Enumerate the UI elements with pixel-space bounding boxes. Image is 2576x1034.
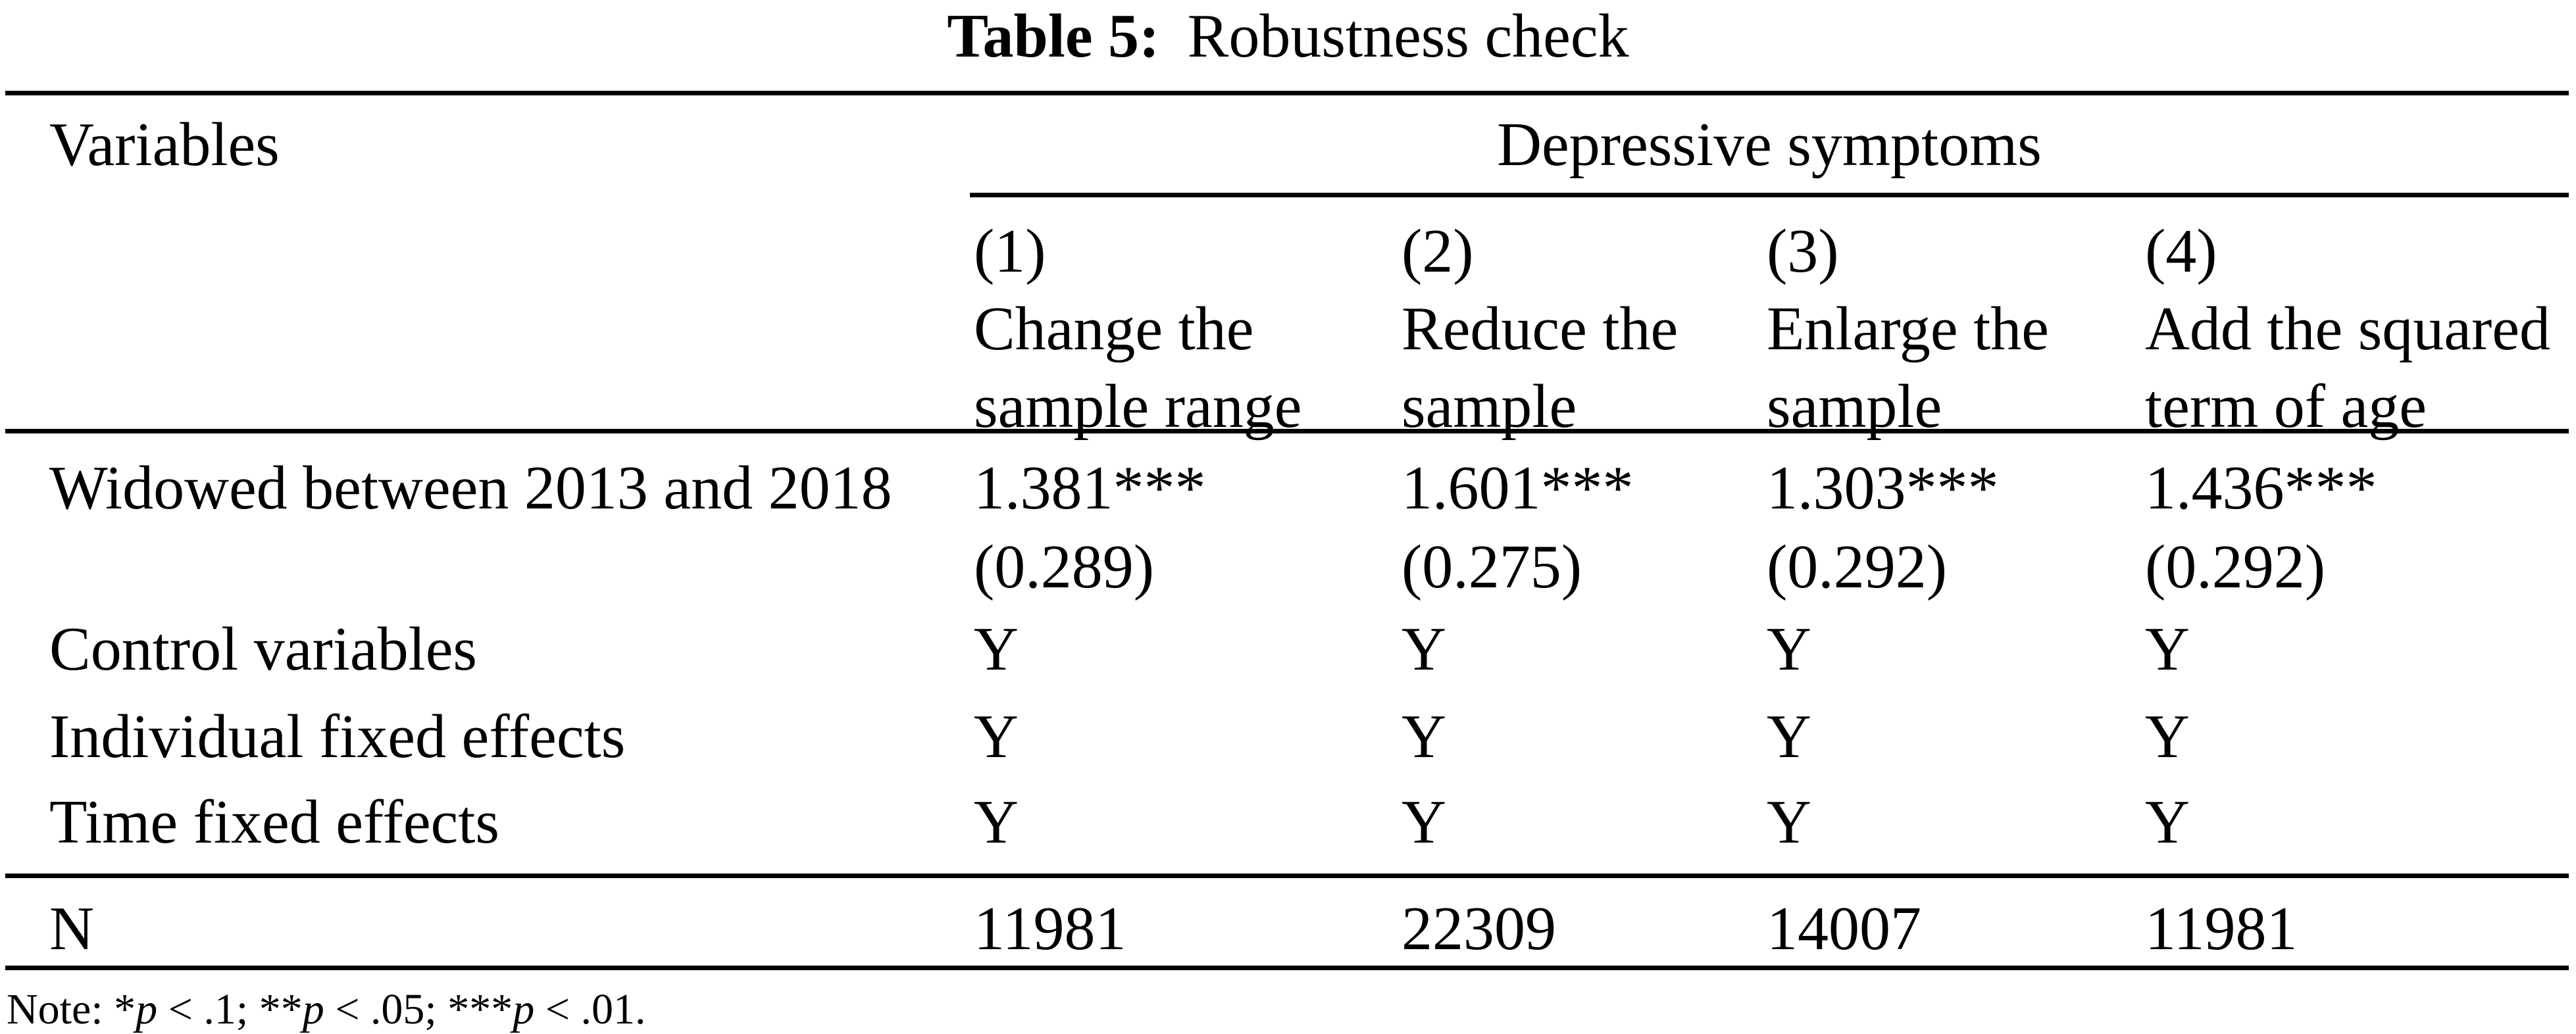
table-note: Note: *p < .1; **p < .05; ***p < .01. <box>7 988 646 1031</box>
cell-control-col2: Y <box>1402 615 1446 683</box>
note-prefix: Note: <box>7 985 114 1033</box>
cell-widowed-col4: 1.436*** <box>2145 454 2377 522</box>
cell-widowed-col1: 1.381*** <box>974 454 1206 522</box>
cell-se-col4: (0.292) <box>2145 533 2326 601</box>
note-sig1-p: p <box>136 985 158 1033</box>
cell-n-col1: 11981 <box>974 895 1126 963</box>
column-header-1-line3: sample range <box>974 372 1302 441</box>
cell-control-col3: Y <box>1767 615 1811 683</box>
table-title-text: Robustness check <box>1187 2 1629 70</box>
cell-n-col3: 14007 <box>1767 895 1921 963</box>
cell-widowed-col2: 1.601*** <box>1402 454 1634 522</box>
row-label-individual-fe: Individual fixed effects <box>49 702 626 771</box>
note-sig2-p: p <box>302 985 324 1033</box>
column-header-3: (3) Enlarge the sample <box>1767 212 2049 445</box>
cell-individual-fe-col1: Y <box>974 702 1019 771</box>
cell-widowed-col3: 1.303*** <box>1767 454 1999 522</box>
column-header-4: (4) Add the squared term of age <box>2145 212 2550 445</box>
note-sig3-stars: *** <box>447 985 513 1033</box>
cell-individual-fe-col2: Y <box>1402 702 1446 771</box>
column-header-2: (2) Reduce the sample <box>1402 212 1678 445</box>
note-sig2-stars: ** <box>259 985 303 1033</box>
note-sig2-threshold: < .05; <box>324 985 448 1033</box>
cell-n-col4: 11981 <box>2145 895 2298 963</box>
header-bottom-rule <box>5 429 2569 433</box>
cell-control-col1: Y <box>974 615 1019 683</box>
table-title-number: Table 5: <box>947 2 1160 70</box>
cell-se-col2: (0.275) <box>1402 533 1582 601</box>
column-header-3-line3: sample <box>1767 372 1942 441</box>
note-sig1-threshold: < .1; <box>157 985 259 1033</box>
cell-control-col4: Y <box>2145 615 2190 683</box>
table-top-rule <box>5 91 2569 95</box>
row-label-n: N <box>49 895 94 963</box>
corner-header-variables: Variables <box>49 111 280 179</box>
note-sig1-stars: * <box>114 985 136 1033</box>
cell-se-col3: (0.292) <box>1767 533 1948 601</box>
row-label-control-variables: Control variables <box>49 615 478 683</box>
pre-n-rule <box>5 874 2569 878</box>
cell-time-fe-col3: Y <box>1767 788 1811 856</box>
table-bottom-rule <box>5 966 2569 970</box>
column-header-3-number: (3) <box>1767 217 1839 285</box>
row-label-time-fe: Time fixed effects <box>49 788 499 856</box>
column-header-1-number: (1) <box>974 217 1046 285</box>
group-header-underline <box>970 193 2569 197</box>
table-title: Table 5: Robustness check <box>0 5 2576 67</box>
cell-individual-fe-col3: Y <box>1767 702 1811 771</box>
column-header-2-number: (2) <box>1402 217 1474 285</box>
column-header-4-line2: Add the squared <box>2145 295 2551 363</box>
cell-time-fe-col2: Y <box>1402 788 1446 856</box>
cell-time-fe-col4: Y <box>2145 788 2190 856</box>
row-label-widowed: Widowed between 2013 and 2018 <box>49 454 892 522</box>
cell-se-col1: (0.289) <box>974 533 1155 601</box>
cell-time-fe-col1: Y <box>974 788 1019 856</box>
note-sig3-p: p <box>513 985 535 1033</box>
column-header-1: (1) Change the sample range <box>974 212 1302 445</box>
column-header-4-number: (4) <box>2145 217 2217 285</box>
column-header-3-line2: Enlarge the <box>1767 295 2049 363</box>
column-header-2-line3: sample <box>1402 372 1577 441</box>
group-header-depressive-symptoms: Depressive symptoms <box>1497 111 2042 179</box>
cell-n-col2: 22309 <box>1402 895 1556 963</box>
note-sig3-threshold: < .01. <box>534 985 646 1033</box>
column-header-4-line3: term of age <box>2145 372 2427 441</box>
column-header-1-line2: Change the <box>974 295 1254 363</box>
column-header-2-line2: Reduce the <box>1402 295 1679 363</box>
cell-individual-fe-col4: Y <box>2145 702 2190 771</box>
